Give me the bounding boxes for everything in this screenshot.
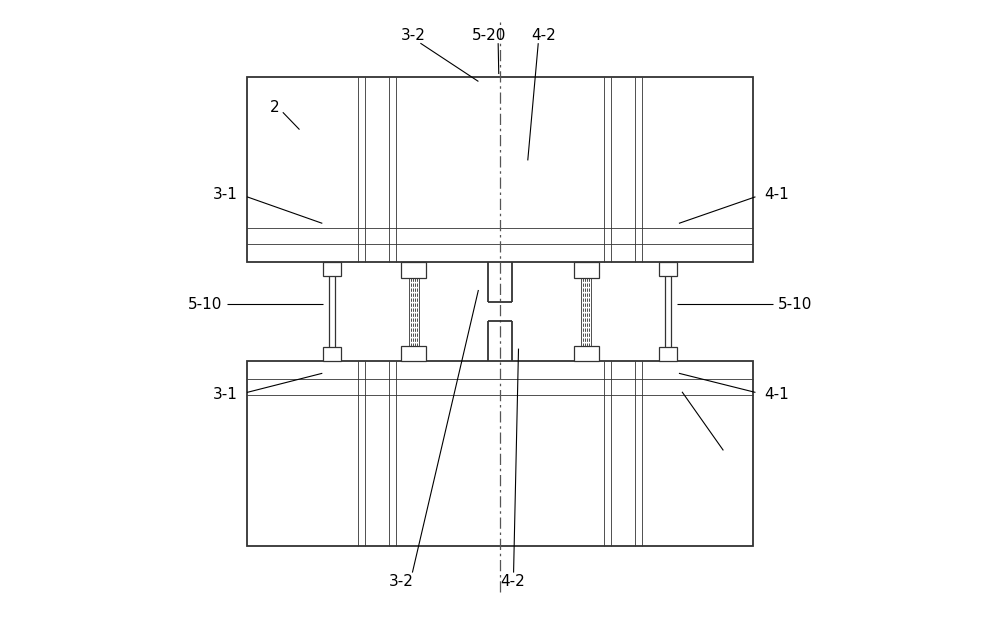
Text: 5-20: 5-20 [472,28,507,43]
Text: 4-2: 4-2 [531,28,556,43]
Bar [247,361,753,546]
Text: 5-10: 5-10 [188,297,222,312]
Bar [574,346,599,361]
Bar [323,262,341,276]
Bar [659,262,677,276]
Bar [247,77,753,262]
Text: 3-1: 3-1 [213,387,238,402]
Text: 5-10: 5-10 [778,297,812,312]
Bar [574,262,599,278]
Text: 3-2: 3-2 [389,574,414,589]
Bar [401,346,426,361]
Bar [401,262,426,278]
Text: 4-1: 4-1 [764,387,789,402]
Text: 3-1: 3-1 [213,187,238,202]
Bar [323,347,341,361]
Text: 3-2: 3-2 [401,28,426,43]
Bar [659,347,677,361]
Text: 4-2: 4-2 [500,574,525,589]
Text: 4-1: 4-1 [764,187,789,202]
Text: 2: 2 [270,101,280,115]
